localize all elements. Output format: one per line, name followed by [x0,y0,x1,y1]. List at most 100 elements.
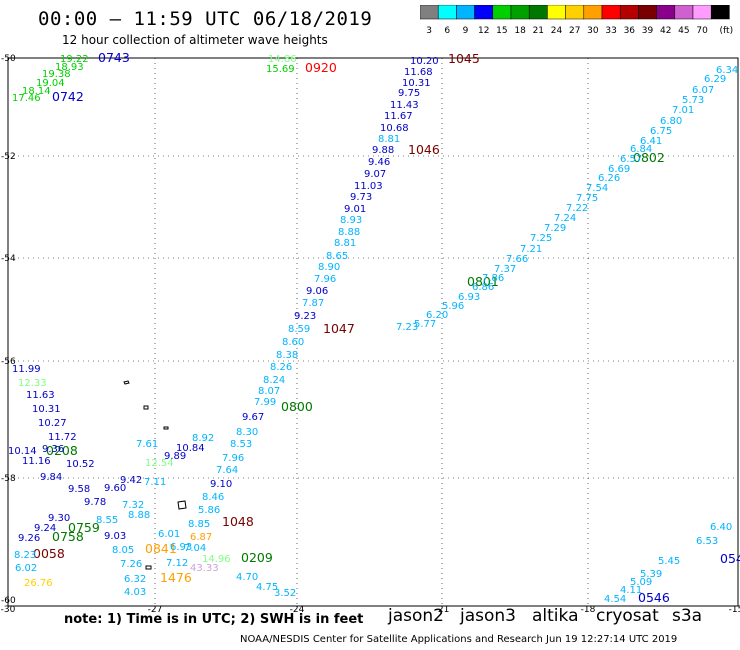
swh-value-label: 7.12 [166,558,188,569]
lat-tick-label: -58 [1,474,16,484]
swh-value-label: 8.88 [338,227,360,238]
scale-label: 33 [605,26,616,36]
swh-value-label: 7.26 [120,559,142,570]
lon-tick-label: -27 [148,605,163,615]
swh-value-label: 7.75 [576,193,598,204]
swh-value-label: 9.89 [164,451,186,462]
swh-value-label: 10.31 [32,404,61,415]
swh-value-label: 7.04 [184,543,206,554]
swh-value-label: 9.01 [344,204,366,215]
island-shape [143,405,149,410]
island-shape [177,500,187,510]
lon-tick-label: -15 [729,605,740,615]
map-frame [7,57,739,607]
swh-value-label: 5.39 [640,569,662,580]
swh-value-label: 18.14 [22,86,51,97]
track-time-label: 0759 [68,520,100,535]
swh-value-label: 7.66 [506,254,528,265]
swh-value-label: 7.25 [530,233,552,244]
swh-value-label: 18.93 [55,62,84,73]
island-shape [123,380,130,385]
swh-value-label: 8.81 [378,134,400,145]
swh-value-label: 10.20 [410,56,439,67]
credit-line: NOAA/NESDIS Center for Satellite Applica… [240,634,678,645]
swh-value-label: 8.59 [288,324,310,335]
island-outlines [123,380,187,570]
swh-value-label: 6.93 [458,292,480,303]
swh-value-label: 9.75 [398,88,420,99]
swh-value-label: 10.31 [402,78,431,89]
swh-value-label: 9.46 [368,157,390,168]
track-time-label: 0208 [46,443,78,458]
swh-value-label: 8.81 [334,238,356,249]
lat-tick-label: -52 [1,152,16,162]
swh-value-label: 8.65 [326,251,348,262]
scale-label: 36 [624,26,636,36]
swh-value-label: 9.10 [210,479,232,490]
track-time-label: 1047 [323,321,355,336]
swh-value-label: 4.11 [620,585,642,596]
scale-label: 39 [642,26,654,36]
swh-value-label: 6.32 [124,574,146,585]
scale-label: 21 [533,26,544,36]
swh-value-label: 11.67 [384,111,413,122]
swh-value-label: 7.29 [544,223,566,234]
swh-value-label: 7.32 [122,500,144,511]
swh-value-label: 10.52 [66,459,95,470]
track-time-label: 0209 [241,550,273,565]
swh-value-label: 8.23 [14,550,36,561]
map-grid: -30 -27 -24 -21 -18 -15 -50 -52 -54 -56 -58 -60 [1,54,740,615]
swh-value-label: 6.87 [190,532,212,543]
swh-value-label: 8.07 [258,386,280,397]
lat-tick-label: -56 [1,357,16,367]
swh-value-label: 6.41 [640,136,662,147]
swh-value-label: 5.77 [414,319,436,330]
swh-value-label: 7.54 [586,183,608,194]
scale-label: 9 [463,26,469,36]
swh-value-label: 7.64 [216,465,238,476]
swh-value-label: 19.04 [36,78,65,89]
swh-value-label: 5.86 [198,505,220,516]
map-subtitle: 12 hour collection of altimeter wave hei… [62,33,328,47]
swh-value-label: 7.21 [520,244,542,255]
swh-value-label: 14.86 [268,54,297,65]
swh-value-label: 9.58 [68,484,90,495]
swh-value-label: 9.26 [18,533,40,544]
swh-value-label: 9.07 [364,169,386,180]
swh-value-label: 6.93 [170,542,192,553]
swh-value-label: 8.92 [192,433,214,444]
swh-value-label: 15.69 [266,64,295,75]
swh-value-label: 9.73 [350,192,372,203]
swh-value-label: 9.78 [84,497,106,508]
swh-value-label: 17.46 [12,93,41,104]
swh-value-label: 11.68 [404,67,433,78]
swh-value-label: 9.84 [40,472,62,483]
swh-value-label: 10.84 [176,443,205,454]
swh-value-label: 5.45 [658,556,680,567]
swh-value-label: 26.76 [24,578,53,589]
swh-value-label: 4.03 [124,587,146,598]
track-time-label: 0841 [145,541,177,556]
swh-value-label: 10.27 [38,418,67,429]
track-time-label: 0743 [98,50,130,65]
track-time-label: 1045 [448,51,480,66]
swh-value-label: 7.22 [566,203,588,214]
track-time-label: 0920 [305,60,337,75]
track-time-label: 1046 [408,142,440,157]
swh-value-label: 8.85 [188,519,210,530]
swh-value-label: 14.96 [202,554,231,565]
track-time-label: 0742 [52,89,84,104]
swh-value-label: 6.53 [696,536,718,547]
swh-value-label: 19.38 [42,69,71,80]
map-title: 00:00 – 11:59 UTC 06/18/2019 [38,8,373,30]
swh-value-label: 9.36 [42,444,64,455]
track-time-label: 0801 [467,274,499,289]
swh-value-label: 7.87 [302,298,324,309]
swh-value-label: 8.93 [340,215,362,226]
track-time-label: 1048 [222,514,254,529]
swh-value-label: 6.69 [608,164,630,175]
swh-value-label: 7.37 [494,264,516,275]
swh-value-label: 6.29 [704,74,726,85]
swh-value-label: 11.16 [22,456,51,467]
